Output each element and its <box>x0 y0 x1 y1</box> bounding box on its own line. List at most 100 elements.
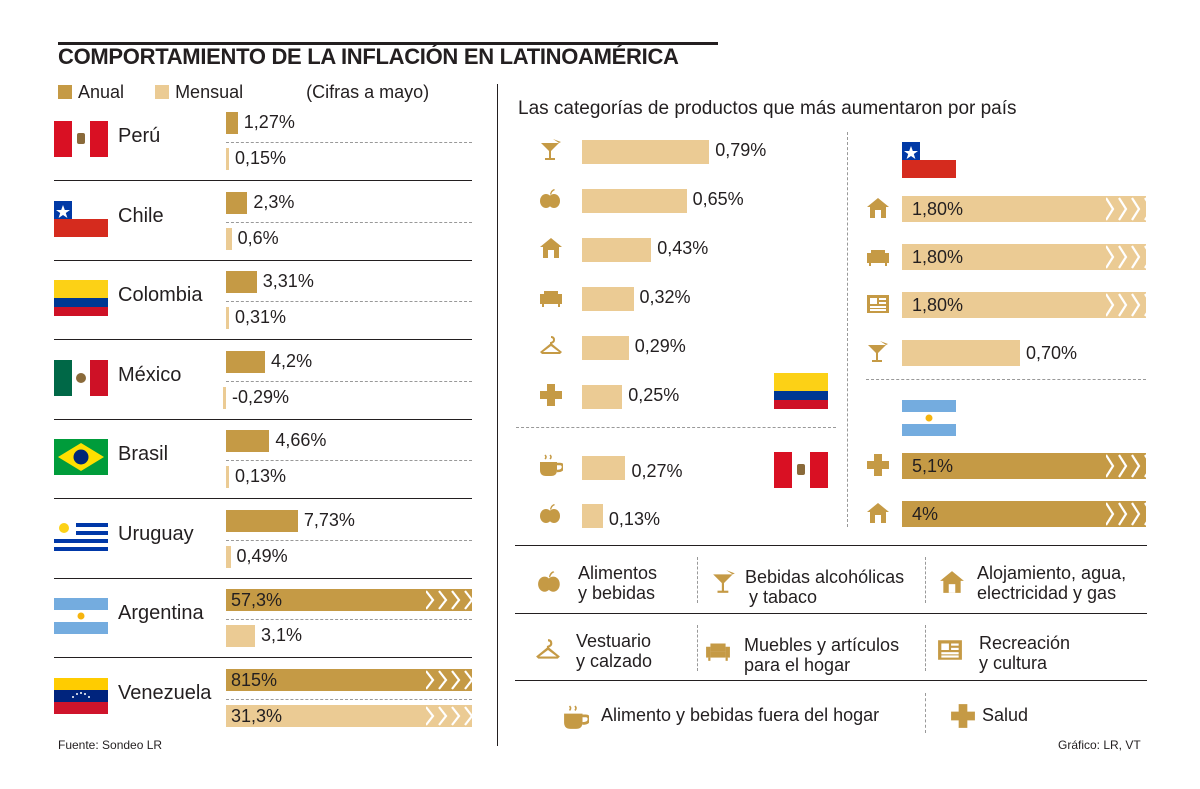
legend-entry-line2: y bebidas <box>578 583 656 603</box>
legend-col-divider <box>697 625 698 671</box>
category-bar <box>902 244 1146 270</box>
value-label-mensual: 0,6% <box>237 227 279 248</box>
flag-colombia <box>54 280 108 316</box>
coffee-cup-icon <box>564 705 589 729</box>
legend-entry-line1: Recreación <box>979 633 1071 653</box>
legend-entry-line1: Alimento y bebidas fuera del hogar <box>601 705 880 725</box>
sofa-icon <box>706 643 730 661</box>
legend-label-anual: Anual <box>78 82 125 102</box>
category-value: 0,70% <box>1026 343 1078 363</box>
category-value: 0,29% <box>634 336 686 356</box>
legend-entry-line2: y cultura <box>979 653 1048 673</box>
top-rule <box>58 42 718 45</box>
flag-colombia <box>774 373 828 409</box>
row-separator <box>54 180 472 181</box>
category-bar <box>902 196 1146 222</box>
break-marker <box>1106 197 1146 221</box>
legend-entry-line2: y calzado <box>576 651 653 671</box>
category-value: 0,25% <box>628 385 680 405</box>
break-marker <box>426 705 472 726</box>
legend-top-rule <box>515 545 1147 546</box>
row-dash <box>226 698 472 700</box>
value-label-anual: 4,66% <box>275 430 327 450</box>
coffee-cup-icon <box>540 454 563 476</box>
flag-peru <box>774 452 828 488</box>
house-icon <box>867 503 889 523</box>
flag-argentina <box>54 598 108 634</box>
category-value: 0,43% <box>657 238 709 258</box>
break-marker <box>1106 245 1146 269</box>
row-separator <box>54 577 472 579</box>
house-icon <box>940 571 964 593</box>
value-label-mensual: 31,3% <box>231 705 283 726</box>
cocktail-icon <box>713 570 735 593</box>
category-legend: Alimentos y bebidas Bebidas alcohólicas y t… <box>515 545 1147 735</box>
bar-anual <box>226 350 266 373</box>
flag-chile <box>54 200 108 237</box>
note-text: (Cifras a mayo) <box>306 82 430 102</box>
value-label-mensual: 3,1% <box>261 625 303 645</box>
flag-brasil <box>54 439 108 475</box>
value-label-mensual: 0,13% <box>235 466 287 486</box>
category-bar <box>902 501 1146 527</box>
category-bar <box>902 340 1020 366</box>
row-separator <box>54 498 472 499</box>
row-dash <box>226 221 472 223</box>
bar-anual <box>226 191 248 214</box>
row-separator <box>54 339 472 340</box>
country-label-brasil: Brasil <box>118 443 169 465</box>
break-marker <box>426 590 472 610</box>
legend-entry-line1: Alojamiento, agua, <box>977 563 1127 583</box>
medical-cross-icon <box>540 384 562 406</box>
legend-entry: Recreación y cultura <box>979 633 1070 673</box>
category-bar <box>582 504 603 528</box>
category-bar <box>582 456 626 480</box>
category-value: 0,65% <box>692 189 744 209</box>
category-bar <box>582 287 634 311</box>
category-bar <box>582 336 629 360</box>
legend-entry: Alojamiento, agua, electricidad y gas <box>977 563 1126 603</box>
bar-anual <box>226 112 238 134</box>
house-icon <box>540 238 562 258</box>
house-icon <box>867 198 889 218</box>
country-label-peru: Perú <box>118 125 161 147</box>
bar-mensual <box>226 466 229 488</box>
category-bar <box>582 238 652 262</box>
inflation-chart: Perú 1,27% 0,15% Chile 2,3% 0,6% Colombia 3,31%… <box>0 0 498 789</box>
country-label-venezuela: Venezuela <box>118 681 212 704</box>
legend-entry: Vestuario y calzado <box>576 631 652 671</box>
category-value: 4% <box>912 504 939 524</box>
vertical-divider <box>497 84 498 746</box>
row-separator <box>54 259 472 261</box>
cocktail-icon <box>868 341 888 362</box>
legend-col-divider <box>925 625 926 671</box>
legend-col-divider <box>925 557 926 603</box>
break-marker <box>1106 293 1146 317</box>
country-label-mexico: México <box>118 363 182 386</box>
flag-uruguay <box>54 518 108 555</box>
category-bar <box>582 385 623 409</box>
bar-anual <box>226 589 472 611</box>
category-value: 0,27% <box>631 461 683 481</box>
row-dash <box>226 539 472 541</box>
hanger-icon <box>536 639 560 659</box>
flag-mexico <box>54 359 108 396</box>
category-bar <box>902 453 1146 479</box>
value-label-mensual: 0,15% <box>235 148 287 168</box>
apple-icon <box>540 189 560 208</box>
medical-cross-icon <box>867 454 889 476</box>
row-separator <box>54 657 472 658</box>
flag-argentina <box>902 400 956 436</box>
value-label-mensual: 0,49% <box>236 545 288 566</box>
country-label-uruguay: Uruguay <box>118 522 194 545</box>
value-label-anual: 57,3% <box>231 590 283 610</box>
page-title: COMPORTAMIENTO DE LA INFLACIÓN EN LATINO… <box>58 44 679 69</box>
value-label-anual: 2,3% <box>253 191 295 212</box>
value-label-mensual: -0,29% <box>232 386 290 407</box>
bar-anual <box>226 430 270 452</box>
bar-anual <box>226 509 298 532</box>
section-dash <box>866 379 1146 380</box>
legend-entry-line1: Vestuario <box>576 631 652 651</box>
source-text: Fuente: Sondeo LR <box>58 738 163 752</box>
category-bar <box>902 292 1146 318</box>
